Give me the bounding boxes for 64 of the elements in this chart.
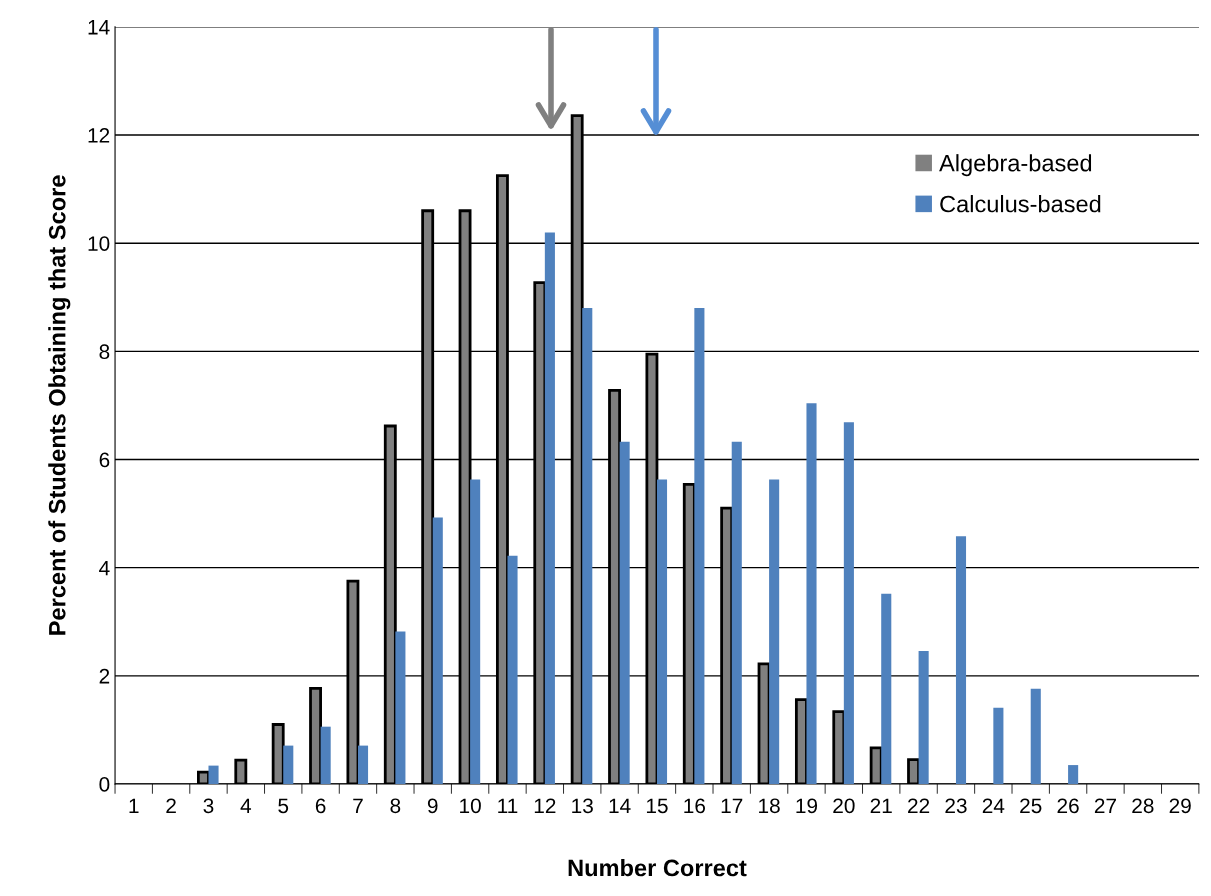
bar <box>544 232 555 784</box>
bar <box>993 707 1004 784</box>
bar <box>918 650 929 784</box>
bar <box>208 765 219 784</box>
y-axis-title: Percent of Students Obtaining that Score <box>48 175 71 635</box>
bar <box>1030 688 1041 784</box>
x-tick-label: 21 <box>870 798 892 813</box>
x-tick-label: 26 <box>1057 798 1079 814</box>
x-tick-label: 8 <box>390 798 401 814</box>
bar <box>582 308 593 784</box>
y-tick-label: 10 <box>88 236 110 251</box>
x-tick-label: 12 <box>534 798 556 813</box>
x-tick-label: 3 <box>203 798 214 814</box>
x-tick-label: 29 <box>1169 798 1191 814</box>
x-tick-label: 5 <box>278 798 289 814</box>
bar <box>769 479 780 784</box>
x-tick-label: 20 <box>833 798 855 814</box>
bar <box>320 726 331 784</box>
y-tick-label: 12 <box>88 128 110 143</box>
bar <box>843 422 854 784</box>
x-tick-label: 13 <box>572 798 593 814</box>
x-tick-label: 6 <box>315 798 326 814</box>
legend-label: Calculus-based <box>940 195 1101 213</box>
y-tick-label: 14 <box>88 20 110 35</box>
x-tick-label: 27 <box>1094 798 1116 813</box>
x-tick-label: 1 <box>129 798 139 813</box>
y-tick-label: 8 <box>99 344 110 360</box>
bar <box>357 745 369 784</box>
x-tick-label: 22 <box>908 798 930 813</box>
legend-label: Algebra-based <box>939 154 1092 177</box>
x-axis-title: Number Correct <box>568 858 747 877</box>
bar <box>731 441 742 784</box>
x-tick-label: 10 <box>460 798 481 814</box>
x-tick-label: 23 <box>945 798 967 814</box>
bar <box>395 631 406 784</box>
bar <box>881 593 892 784</box>
bar <box>694 308 705 784</box>
y-tick-label: 4 <box>99 560 110 576</box>
y-tick-label: 0 <box>99 777 110 792</box>
x-tick-label: 17 <box>721 798 743 813</box>
x-tick-label: 7 <box>353 798 363 813</box>
bar <box>619 441 630 784</box>
bar <box>432 517 443 784</box>
bar <box>806 403 817 784</box>
x-tick-label: 16 <box>684 798 706 814</box>
bar <box>656 479 668 784</box>
x-tick-label: 11 <box>498 798 518 813</box>
x-tick-label: 24 <box>982 798 1005 813</box>
bar <box>955 536 967 784</box>
x-tick-label: 14 <box>609 798 631 813</box>
bar <box>470 479 481 784</box>
bar <box>283 745 294 784</box>
x-tick-label: 25 <box>1020 798 1042 814</box>
x-tick-label: 9 <box>427 798 438 814</box>
y-tick-label: 6 <box>99 452 110 468</box>
y-tick-label: 2 <box>99 668 110 684</box>
x-tick-label: 18 <box>759 798 780 814</box>
x-tick-label: 28 <box>1132 798 1154 814</box>
x-tick-label: 15 <box>646 798 668 814</box>
x-tick-label: 4 <box>240 798 252 813</box>
bar <box>507 555 518 784</box>
x-tick-label: 2 <box>166 798 176 813</box>
x-tick-label: 19 <box>796 798 818 814</box>
bar <box>1068 765 1079 784</box>
